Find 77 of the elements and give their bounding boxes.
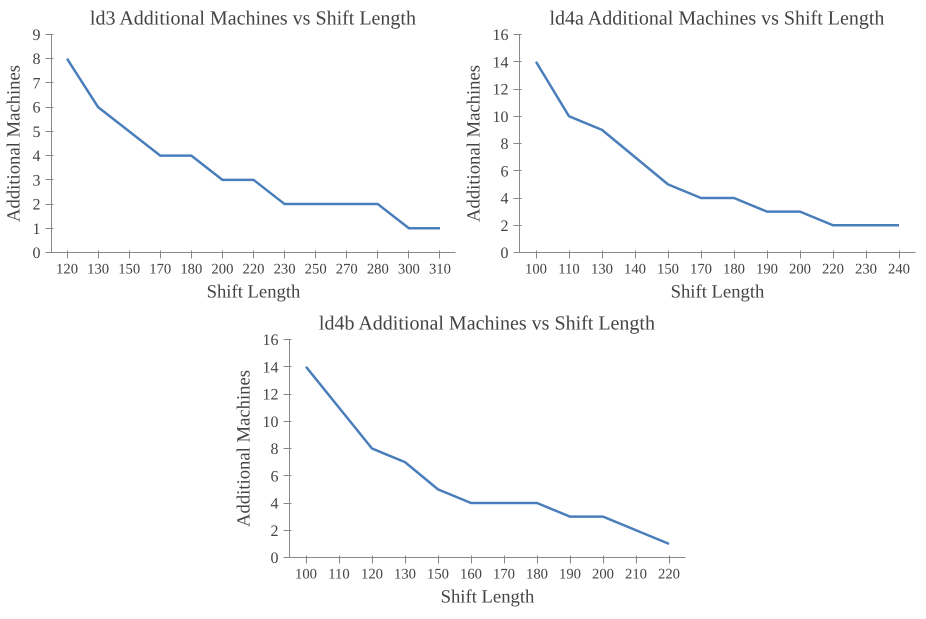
x-tick-label: 190 (756, 262, 778, 278)
y-tick-label: 0 (500, 245, 508, 262)
x-tick-label: 280 (366, 262, 389, 278)
x-tick-label: 170 (493, 566, 515, 582)
y-tick-label: 2 (32, 196, 40, 214)
line-series (304, 366, 670, 546)
x-tick-label: 180 (180, 262, 202, 278)
x-tick-label: 130 (591, 262, 613, 278)
y-tick-label: 8 (32, 51, 40, 68)
x-tick-label: 310 (428, 262, 451, 278)
y-tick-label: 14 (492, 54, 508, 72)
y-tick-label: 4 (32, 148, 40, 166)
x-tick-label: 110 (328, 566, 350, 582)
y-tick-label: 2 (270, 522, 278, 540)
y-axis-title: Additional Machines (464, 64, 484, 222)
y-tick-label: 2 (500, 218, 508, 235)
x-tick-label: 270 (336, 262, 358, 278)
x-tick-label: 220 (658, 566, 680, 582)
y-tick-label: 14 (262, 359, 278, 376)
x-tick-label: 120 (56, 262, 78, 278)
x-tick-label: 150 (118, 262, 140, 278)
chart-title: ld4b Additional Machines vs Shift Length (318, 312, 655, 334)
x-tick-label: 190 (559, 566, 581, 582)
y-tick-label: 1 (32, 220, 40, 238)
x-tick-label: 200 (211, 262, 234, 278)
x-tick-label: 160 (460, 566, 482, 582)
x-axis-title: Shift Length (206, 282, 302, 302)
y-tick-label: 10 (262, 414, 278, 431)
x-tick-label: 180 (723, 262, 745, 278)
x-tick-label: 230 (855, 262, 877, 278)
y-tick-label: 3 (32, 172, 40, 190)
y-tick-label: 6 (500, 163, 508, 180)
x-tick-label: 140 (624, 262, 646, 278)
y-tick-label: 0 (32, 245, 40, 262)
y-tick-label: 16 (492, 27, 508, 44)
y-tick-label: 16 (262, 332, 278, 349)
x-tick-label: 230 (274, 262, 296, 278)
y-tick-label: 6 (32, 100, 40, 117)
x-tick-label: 200 (592, 566, 614, 582)
x-tick-label: 200 (789, 262, 811, 278)
line-series (66, 57, 442, 230)
y-tick-label: 8 (270, 441, 278, 458)
x-tick-label: 110 (558, 262, 580, 278)
x-tick-label: 100 (295, 566, 317, 582)
y-tick-label: 12 (262, 386, 278, 404)
y-tick-label: 4 (270, 496, 278, 512)
y-tick-label: 4 (500, 190, 508, 208)
y-axis-title: Additional Machines (4, 64, 24, 222)
x-tick-label: 120 (361, 566, 383, 582)
x-tick-label: 220 (822, 262, 844, 278)
chart-title: ld4a Additional Machines vs Shift Length (549, 8, 884, 30)
x-tick-label: 180 (526, 566, 548, 582)
line-series (534, 60, 900, 226)
x-tick-label: 100 (525, 262, 547, 278)
x-tick-label: 130 (394, 566, 416, 582)
x-tick-label: 250 (304, 262, 327, 278)
x-tick-label: 130 (87, 262, 110, 278)
y-tick-label: 5 (32, 124, 40, 141)
x-tick-label: 220 (242, 262, 264, 278)
y-tick-label: 9 (32, 27, 40, 44)
y-tick-label: 8 (500, 136, 508, 153)
chart-title: ld3 Additional Machines vs Shift Length (90, 8, 416, 30)
x-tick-label: 210 (625, 566, 647, 582)
x-tick-label: 300 (398, 262, 420, 278)
x-tick-label: 150 (657, 262, 679, 278)
x-axis-title: Shift Length (440, 586, 536, 608)
y-tick-label: 6 (270, 468, 278, 486)
x-axis-title: Shift Length (670, 282, 766, 302)
x-tick-label: 150 (427, 566, 449, 582)
y-axis-title: Additional Machines (234, 370, 254, 527)
x-tick-label: 170 (690, 262, 712, 278)
y-tick-label: 7 (32, 75, 40, 92)
y-tick-label: 0 (270, 550, 278, 567)
y-tick-label: 12 (492, 82, 508, 98)
y-tick-label: 10 (492, 108, 508, 126)
x-tick-label: 240 (888, 262, 910, 278)
x-tick-label: 170 (149, 262, 172, 278)
